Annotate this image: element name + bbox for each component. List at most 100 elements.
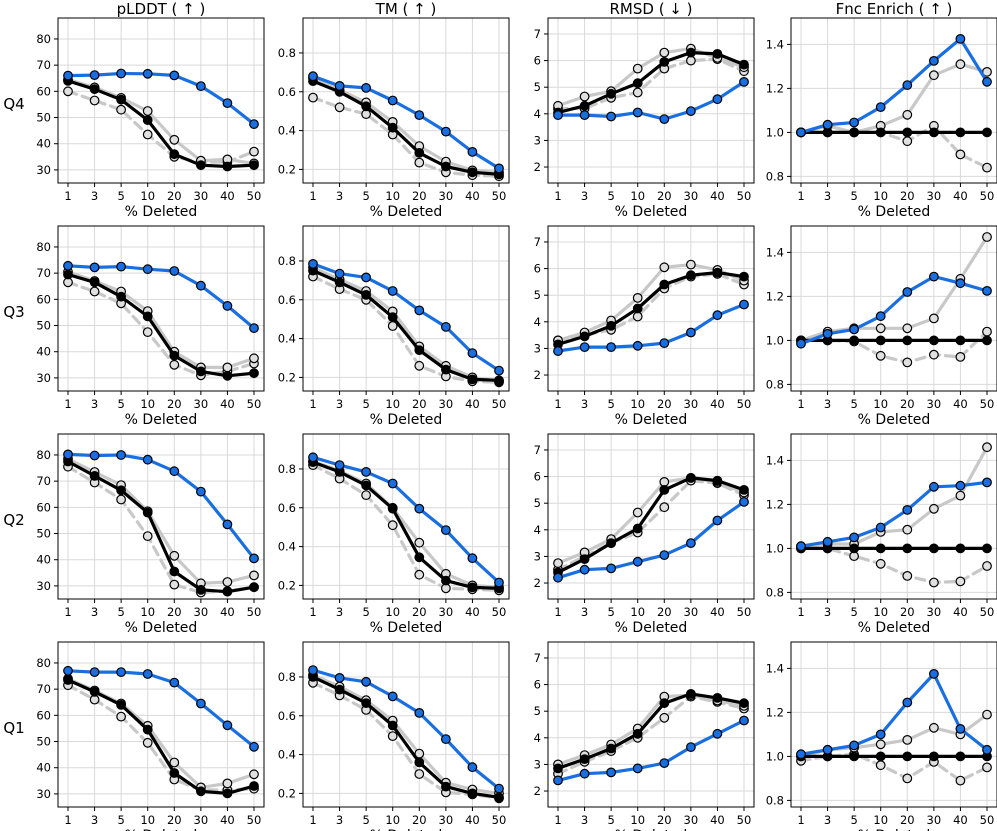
x-tick-label: 50 (492, 605, 507, 619)
data-point-blue (849, 324, 859, 335)
x-tick-label: 20 (412, 605, 427, 619)
data-point-black (632, 728, 643, 739)
data-point-blue (414, 503, 425, 514)
y-tick-label: 1.4 (766, 661, 784, 675)
data-point-gray-dashed (387, 520, 398, 531)
data-point-black (116, 485, 126, 496)
data-point-blue (929, 669, 939, 679)
data-point-black (632, 303, 643, 314)
y-tick-label: 0.6 (278, 293, 296, 307)
data-point-blue (902, 287, 913, 297)
x-tick-label: 10 (630, 189, 645, 203)
y-tick-label: 60 (36, 292, 51, 306)
data-point-black (579, 754, 590, 764)
data-point-black (929, 543, 939, 554)
x-tick-label: 5 (607, 813, 614, 827)
data-point-gray-dashed (387, 731, 398, 741)
x-tick-label: 40 (220, 189, 235, 203)
data-point-black (712, 267, 723, 278)
x-tick-label: 3 (824, 189, 831, 203)
data-point-gray-dashed (169, 579, 180, 590)
data-point-gray-solid (982, 442, 992, 453)
x-tick-label: 3 (581, 813, 588, 827)
data-point-gray-dashed (89, 286, 100, 297)
series-blue (308, 259, 504, 376)
plot-frame (302, 433, 510, 600)
data-point-gray-dashed (982, 561, 992, 571)
data-point-black (929, 335, 939, 346)
y-tick-label: 0.8 (766, 169, 784, 183)
data-point-blue (553, 110, 563, 120)
data-point-black (249, 368, 259, 379)
data-point-gray-solid (902, 524, 913, 535)
y-tick-label: 0.8 (278, 670, 296, 684)
x-tick-label: 10 (140, 189, 155, 203)
x-axis-label: % Deleted (370, 620, 443, 636)
x-tick-label: 3 (581, 605, 588, 619)
data-point-blue (659, 114, 670, 124)
x-tick-label: 3 (91, 605, 98, 619)
data-point-blue (659, 758, 670, 768)
data-point-blue (169, 677, 180, 688)
data-point-blue (63, 260, 73, 271)
data-point-blue (414, 305, 425, 316)
data-point-black (606, 320, 616, 331)
x-tick-label: 1 (797, 189, 804, 203)
data-point-black (441, 161, 451, 172)
data-point-blue (494, 163, 504, 174)
series-line-gray-dashed (311, 681, 501, 800)
data-point-gray-dashed (169, 359, 180, 370)
data-point-black (494, 792, 504, 803)
data-point-black (142, 724, 153, 735)
data-point-blue (334, 268, 345, 279)
data-point-blue (822, 328, 833, 339)
series-black (796, 127, 992, 138)
x-tick-label: 3 (824, 605, 831, 619)
data-point-gray-solid (169, 134, 180, 145)
data-point-blue (494, 577, 504, 588)
data-point-blue (169, 70, 180, 81)
data-point-black (195, 366, 206, 377)
x-tick-label: 20 (167, 397, 182, 411)
data-point-black (902, 335, 913, 346)
x-tick-label: 20 (657, 397, 672, 411)
data-point-black (414, 345, 425, 356)
data-point-black (361, 290, 372, 300)
y-tick-label: 1.2 (766, 705, 784, 719)
data-point-blue (334, 460, 345, 471)
x-tick-label: 20 (167, 605, 182, 619)
data-point-blue (739, 299, 749, 310)
plot-frame (547, 433, 755, 600)
data-point-gray-dashed (414, 157, 425, 168)
series-blue (553, 299, 749, 357)
data-point-gray-solid (632, 293, 643, 303)
data-point-black (849, 543, 859, 554)
data-point-black (195, 160, 206, 171)
y-tick-label: 0.8 (278, 462, 296, 476)
data-point-black (361, 480, 372, 491)
data-point-black (142, 311, 153, 322)
x-tick-label: 20 (657, 605, 672, 619)
x-tick-label: 30 (194, 397, 209, 411)
y-tick-label: 0.6 (278, 85, 296, 99)
row-label: Q3 (3, 303, 24, 321)
y-tick-label: 30 (36, 787, 51, 801)
data-point-black (739, 59, 749, 70)
x-tick-label: 20 (657, 813, 672, 827)
x-tick-label: 3 (336, 605, 343, 619)
plot-frame (790, 17, 997, 184)
series-blue (63, 260, 259, 334)
x-tick-label: 1 (554, 605, 561, 619)
x-axis-label: % Deleted (370, 204, 443, 220)
data-point-gray-dashed (414, 769, 425, 779)
data-point-gray-dashed (632, 311, 643, 322)
data-point-gray-dashed (955, 149, 966, 160)
data-point-blue (195, 698, 206, 709)
x-tick-label: 30 (439, 189, 454, 203)
data-point-blue (796, 541, 806, 552)
x-tick-label: 3 (581, 397, 588, 411)
data-point-black (142, 507, 153, 518)
x-tick-label: 30 (684, 397, 699, 411)
data-point-blue (89, 667, 100, 677)
x-tick-label: 1 (797, 605, 804, 619)
